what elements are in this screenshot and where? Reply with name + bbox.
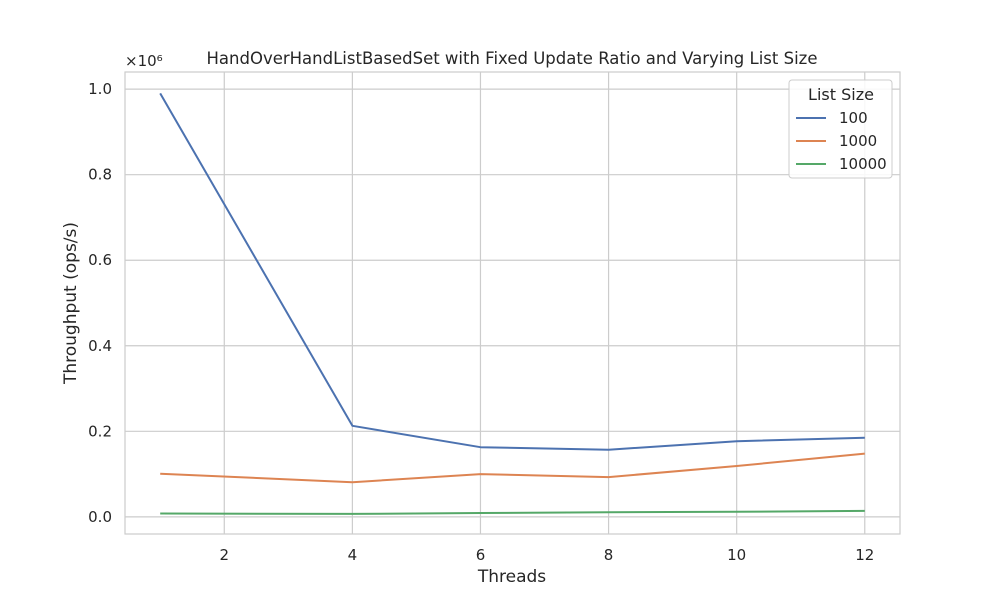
y-tick-label: 0.6: [88, 251, 112, 269]
y-tick-label: 0.0: [88, 508, 112, 526]
legend-label-10000: 10000: [839, 155, 887, 173]
series-line-100: [159, 92, 865, 451]
plot-area: [124, 71, 901, 535]
legend-title: List Size: [808, 85, 874, 104]
x-tick-label: 6: [476, 546, 486, 564]
series-line-10000: [160, 509, 865, 515]
x-axis-ticks: 2 4 6 8 10 12: [220, 546, 875, 564]
y-tick-label: 1.0: [88, 80, 112, 98]
y-scale-label: ×10⁶: [125, 52, 163, 70]
series-line-1000: [160, 452, 865, 484]
x-tick-label: 2: [220, 546, 230, 564]
legend-items: 100 1000 10000: [796, 109, 887, 173]
y-tick-label: 0.4: [88, 337, 112, 355]
x-tick-label: 8: [604, 546, 614, 564]
chart-title: HandOverHandListBasedSet with Fixed Upda…: [207, 49, 818, 68]
x-axis-label: Threads: [477, 567, 546, 587]
legend-box: [788, 79, 893, 179]
x-tick-label: 10: [727, 546, 746, 564]
legend: List Size 100 1000 10000: [788, 79, 893, 179]
legend-label-1000: 1000: [839, 132, 877, 150]
y-tick-label: 0.2: [88, 422, 112, 440]
y-tick-label: 0.8: [88, 166, 112, 184]
legend-label-100: 100: [839, 109, 868, 127]
x-tick-label: 12: [855, 546, 874, 564]
y-axis-label: Throughput (ops/s): [61, 222, 81, 385]
series-lines: [159, 92, 865, 515]
y-axis-ticks: 0.0 0.2 0.4 0.6 0.8 1.0: [88, 80, 112, 526]
x-tick-label: 4: [348, 546, 358, 564]
